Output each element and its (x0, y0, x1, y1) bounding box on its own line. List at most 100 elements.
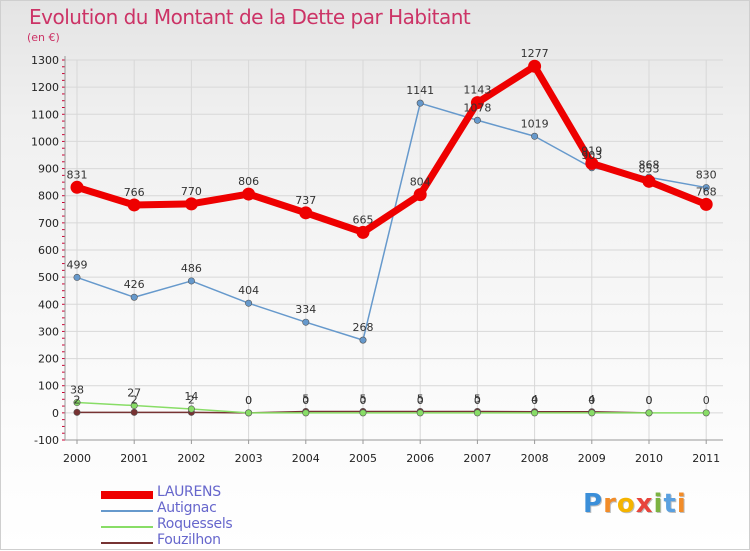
data-point-roquessels (73, 399, 81, 407)
logo-letter: x (635, 489, 654, 519)
legend-swatch (101, 510, 153, 512)
y-tick-label: 1000 (31, 135, 59, 148)
data-label-autignac: 334 (295, 303, 316, 316)
data-point-laurens (127, 198, 141, 212)
x-tick-label: 2005 (349, 452, 377, 465)
data-label-laurens: 919 (581, 144, 602, 157)
data-point-laurens (642, 174, 656, 188)
data-point-laurens (184, 197, 198, 211)
data-label-autignac: 1078 (463, 101, 491, 114)
axes: -100010020030040050060070080090010001100… (31, 54, 723, 465)
y-tick-label: 900 (38, 163, 59, 176)
data-label-autignac: 268 (353, 321, 374, 334)
x-tick-label: 2008 (521, 452, 549, 465)
data-label-roquessels: 38 (70, 384, 84, 397)
data-point-roquessels (302, 409, 310, 417)
x-tick-label: 2011 (692, 452, 720, 465)
data-label-autignac: 426 (124, 278, 145, 291)
data-label-roquessels: 0 (703, 394, 710, 407)
data-point-autignac (702, 184, 710, 192)
data-label-autignac: 499 (67, 258, 88, 271)
y-tick-label: 0 (52, 407, 59, 420)
data-label-roquessels: 0 (360, 394, 367, 407)
y-tick-label: -100 (34, 434, 59, 447)
data-point-autignac (416, 99, 424, 107)
y-tick-label: 1200 (31, 81, 59, 94)
data-point-roquessels (416, 409, 424, 417)
data-label-roquessels: 0 (531, 394, 538, 407)
y-tick-label: 100 (38, 380, 59, 393)
data-point-roquessels (645, 409, 653, 417)
logo-letter: i (653, 489, 664, 519)
y-tick-label: 800 (38, 190, 59, 203)
data-label-autignac: 868 (639, 158, 660, 171)
data-label-laurens: 1277 (521, 47, 549, 60)
data-label-fouzilhon: 4 (531, 393, 538, 406)
data-point-laurens (528, 59, 542, 73)
data-label-fouzilhon: 5 (360, 393, 367, 406)
data-label-laurens: 853 (639, 162, 660, 175)
data-point-roquessels (588, 409, 596, 417)
chart-title: Evolution du Montant de la Dette par Hab… (29, 5, 471, 29)
data-point-autignac (245, 299, 253, 307)
data-point-roquessels (473, 409, 481, 417)
x-tick-label: 2007 (463, 452, 491, 465)
y-tick-label: 400 (38, 298, 59, 311)
data-label-roquessels: 0 (646, 394, 653, 407)
legend-label: LAURENS (157, 484, 221, 500)
data-point-roquessels (245, 409, 253, 417)
y-tick-label: 700 (38, 217, 59, 230)
y-tick-label: 200 (38, 353, 59, 366)
data-label-autignac: 903 (581, 149, 602, 162)
legend-swatch (101, 542, 153, 544)
data-label-roquessels: 0 (474, 394, 481, 407)
x-tick-label: 2001 (120, 452, 148, 465)
chart-subtitle: (en €) (27, 31, 60, 44)
x-tick-label: 2003 (235, 452, 263, 465)
data-points (70, 59, 713, 417)
series-line-roquessels (76, 401, 707, 414)
data-label-autignac: 1019 (521, 117, 549, 130)
data-label-fouzilhon: 2 (188, 393, 195, 406)
data-label-laurens: 804 (410, 176, 431, 189)
data-point-autignac (359, 336, 367, 344)
data-label-roquessels: 0 (588, 394, 595, 407)
data-label-laurens: 831 (67, 168, 88, 181)
data-label-laurens: 806 (238, 175, 259, 188)
data-point-laurens (299, 206, 313, 220)
data-point-roquessels (531, 409, 539, 417)
data-point-autignac (73, 273, 81, 281)
y-tick-label: 600 (38, 244, 59, 257)
x-tick-label: 2004 (292, 452, 320, 465)
data-point-laurens (585, 156, 599, 170)
data-label-laurens: 737 (295, 194, 316, 207)
grid-lines (65, 59, 723, 441)
data-label-laurens: 770 (181, 185, 202, 198)
data-label-fouzilhon: 2 (74, 393, 81, 406)
y-tick-label: 1100 (31, 108, 59, 121)
x-tick-label: 2009 (578, 452, 606, 465)
x-tick-label: 2010 (635, 452, 663, 465)
series-lines (73, 62, 710, 414)
data-point-autignac (473, 116, 481, 124)
data-label-roquessels: 14 (184, 390, 198, 403)
data-point-roquessels (359, 409, 367, 417)
data-point-laurens (242, 187, 256, 201)
data-point-laurens (70, 180, 84, 194)
logo-letter: i (676, 489, 687, 519)
data-point-autignac (130, 293, 138, 301)
data-label-laurens: 665 (353, 213, 374, 226)
y-tick-label: 500 (38, 271, 59, 284)
data-point-laurens (699, 197, 713, 211)
data-label-roquessels: 0 (302, 394, 309, 407)
data-point-laurens (356, 225, 370, 239)
legend-label: Fouzilhon (157, 532, 221, 548)
legend-label: Roquessels (157, 516, 233, 532)
data-label-autignac: 404 (238, 284, 259, 297)
logo-letter: r (603, 489, 617, 519)
data-label-autignac: 1141 (406, 84, 434, 97)
data-label-fouzilhon: 5 (474, 393, 481, 406)
proxiti-logo: Proxiti (583, 489, 687, 519)
data-label-fouzilhon: 0 (646, 394, 653, 407)
